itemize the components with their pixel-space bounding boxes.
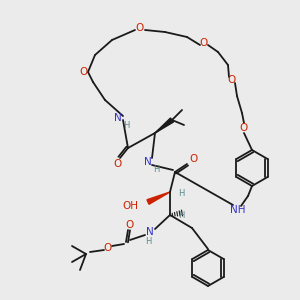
Text: O: O: [189, 154, 197, 164]
Text: H: H: [178, 190, 184, 199]
Text: O: O: [104, 243, 112, 253]
Polygon shape: [155, 118, 173, 133]
Text: O: O: [228, 75, 236, 85]
Text: O: O: [136, 23, 144, 33]
Text: O: O: [200, 38, 208, 48]
Text: H: H: [145, 238, 151, 247]
Text: O: O: [126, 220, 134, 230]
Text: H: H: [123, 122, 129, 130]
Text: H: H: [178, 211, 184, 220]
Text: O: O: [240, 123, 248, 133]
Polygon shape: [147, 192, 170, 204]
Text: NH: NH: [230, 205, 246, 215]
Text: O: O: [79, 67, 87, 77]
Text: N: N: [144, 157, 152, 167]
Text: OH: OH: [122, 201, 138, 211]
Text: H: H: [153, 166, 159, 175]
Text: N: N: [114, 113, 122, 123]
Text: O: O: [113, 159, 121, 169]
Text: N: N: [146, 227, 154, 237]
